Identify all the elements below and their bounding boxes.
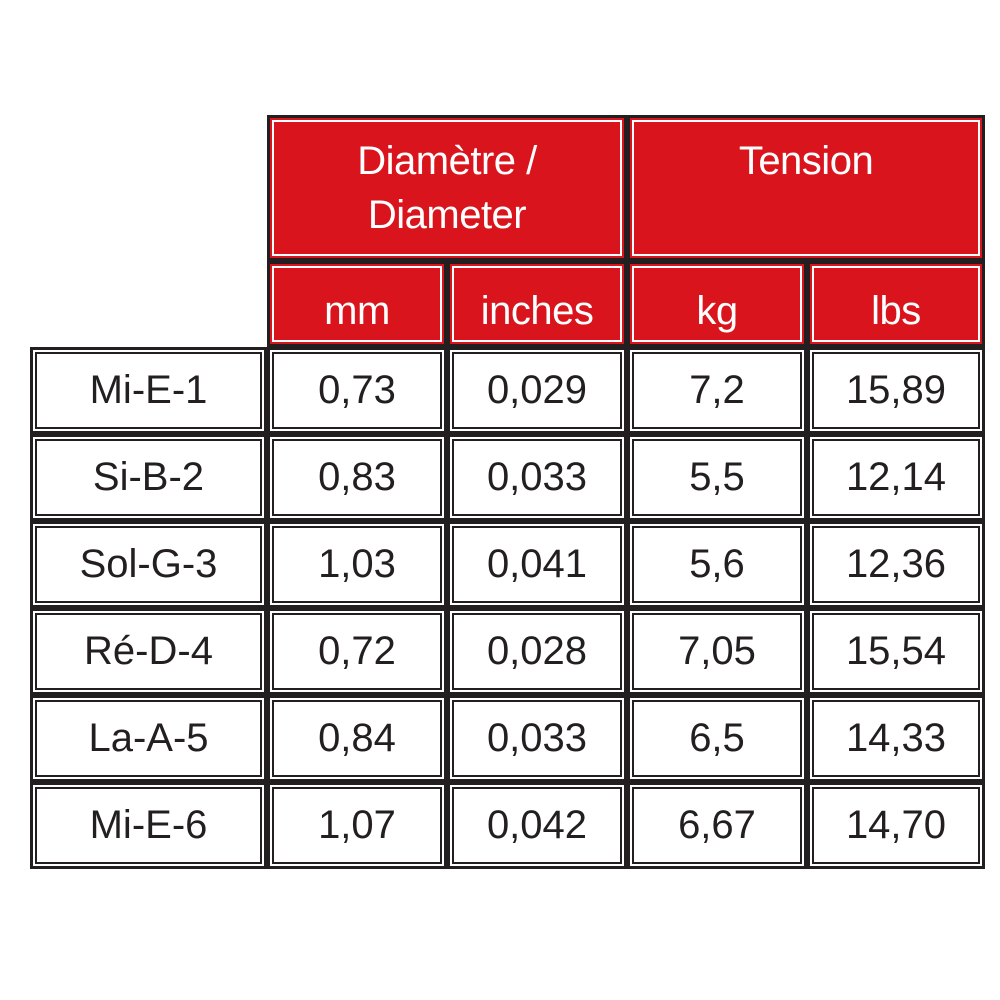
tension-lbs-cell: 15,54 — [807, 608, 985, 695]
string-name-cell: La-A-5 — [30, 695, 267, 782]
diameter-inches-cell: 0,041 — [447, 521, 627, 608]
string-spec-table: Diamètre / Diameter Tension mm inches kg… — [30, 115, 985, 883]
diameter-header-line2: Diameter — [367, 193, 527, 237]
string-name-cell: Mi-E-6 — [30, 782, 267, 869]
diameter-inches-cell: 0,042 — [447, 782, 627, 869]
tension-kg-cell: 5,5 — [627, 434, 807, 521]
tension-lbs-cell: 15,89 — [807, 347, 985, 434]
tension-kg-cell: 6,5 — [627, 695, 807, 782]
unit-header-inches: inches — [447, 261, 627, 347]
unit-header-mm: mm — [267, 261, 447, 347]
diameter-inches-cell: 0,028 — [447, 608, 627, 695]
unit-label: lbs — [871, 289, 921, 333]
string-name-cell: Si-B-2 — [30, 434, 267, 521]
tension-lbs-cell: 12,14 — [807, 434, 985, 521]
diameter-mm-cell: 0,73 — [267, 347, 447, 434]
diameter-inches-cell: 0,029 — [447, 347, 627, 434]
unit-label: kg — [696, 289, 738, 333]
unit-header-kg: kg — [627, 261, 807, 347]
unit-label: mm — [324, 289, 390, 333]
tension-lbs-cell: 14,70 — [807, 782, 985, 869]
unit-header-lbs: lbs — [807, 261, 985, 347]
diameter-mm-cell: 1,03 — [267, 521, 447, 608]
diameter-mm-cell: 0,84 — [267, 695, 447, 782]
tension-lbs-cell: 12,36 — [807, 521, 985, 608]
diameter-mm-cell: 0,72 — [267, 608, 447, 695]
diameter-inches-cell: 0,033 — [447, 695, 627, 782]
tension-kg-cell: 7,05 — [627, 608, 807, 695]
diameter-inches-cell: 0,033 — [447, 434, 627, 521]
string-name-cell: Mi-E-1 — [30, 347, 267, 434]
diameter-header: Diamètre / Diameter — [267, 115, 627, 261]
unit-label: inches — [480, 289, 594, 333]
tension-header: Tension — [627, 115, 985, 261]
tension-kg-cell: 5,6 — [627, 521, 807, 608]
tension-header-text: Tension — [738, 139, 874, 183]
string-name-cell: Sol-G-3 — [30, 521, 267, 608]
tension-kg-cell: 7,2 — [627, 347, 807, 434]
tension-kg-cell: 6,67 — [627, 782, 807, 869]
tension-lbs-cell: 14,33 — [807, 695, 985, 782]
string-name-cell: Ré-D-4 — [30, 608, 267, 695]
diameter-header-line1: Diamètre / — [357, 139, 537, 183]
diameter-header-text: Diamètre / Diameter — [357, 134, 537, 242]
corner-blank — [30, 115, 267, 347]
diameter-mm-cell: 1,07 — [267, 782, 447, 869]
diameter-mm-cell: 0,83 — [267, 434, 447, 521]
